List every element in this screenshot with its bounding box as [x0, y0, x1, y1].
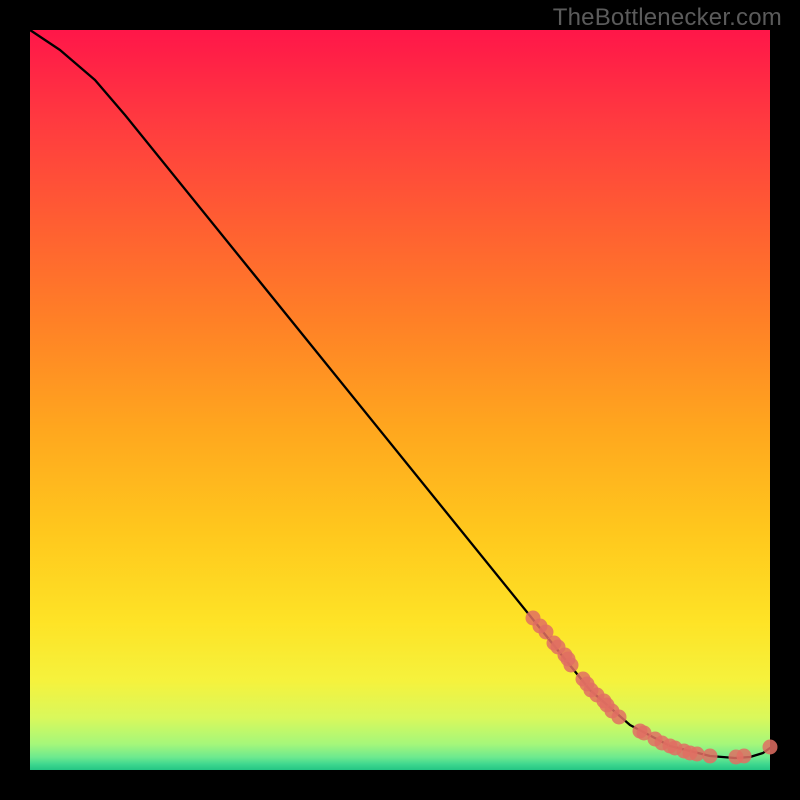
bottleneck-chart	[30, 30, 770, 770]
data-marker	[690, 747, 705, 762]
data-markers-group	[526, 611, 778, 765]
data-marker	[612, 710, 627, 725]
chart-svg	[30, 30, 770, 770]
data-marker	[564, 658, 579, 673]
watermark-text: TheBottlenecker.com	[553, 4, 782, 32]
bottleneck-curve	[30, 30, 770, 758]
data-marker	[763, 740, 778, 755]
data-marker	[703, 749, 718, 764]
data-marker	[737, 749, 752, 764]
